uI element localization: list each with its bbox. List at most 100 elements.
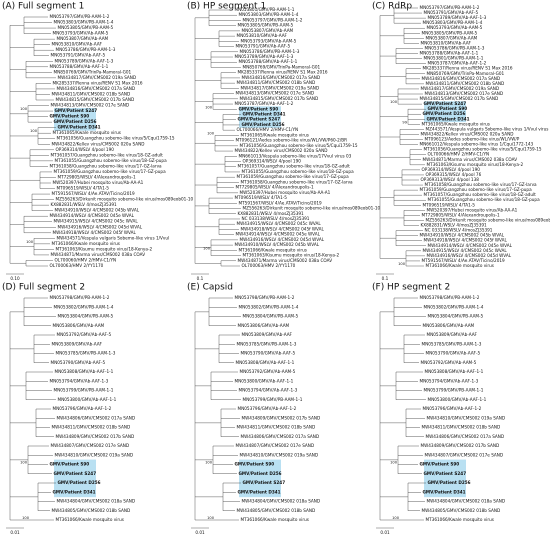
support-value: 100 (207, 131, 215, 135)
leaf-label: GMV/Patient D256 (428, 480, 471, 485)
leaf-label: MN053791/GMV/Ab-AAF-5 (424, 10, 479, 15)
leaf-label: MT361055/Guangzhou sobemo-like virus/18-… (428, 197, 541, 202)
leaf-label: MT361063/Kisumu mosquito virus/18-Kenya-… (427, 162, 524, 167)
leaf-label: MW434918/WSLV 4/CMS002 045f WVAL (53, 230, 137, 235)
leaf-label: MW434571/Vespula vulgaris Sobemo-like vi… (57, 235, 170, 240)
support-value: 100 (390, 461, 398, 465)
leaf-label: GMV/Patient D341 (238, 489, 281, 494)
leaf-label: MW434815/GMV/CMS002 017b SAND (240, 96, 319, 101)
leaf-label: MW434809/GMV/CMS002 017b SAND (242, 415, 321, 420)
panel-title: (E) Capsid (187, 283, 233, 293)
leaf-label: MW434811/GMV/CMS002 018b SAND (237, 80, 316, 85)
leaf-label: MT361057/Guangzhou sobemo-like virus/18-… (238, 164, 351, 169)
leaf-label: MN053799/GMV/PB-AAM-1-1 (54, 388, 114, 393)
leaf-label: MN850769/GMV/TrinPa-Mamoral-G01 (54, 69, 132, 74)
leaf-label: MN053789/GMV/Ab-AAF-1-3 (235, 54, 294, 59)
leaf-label: MW434813/GMV/CMS002 017e SAND (425, 91, 504, 96)
leaf-label: MW434813/GMV/CMS002 017e SAND (51, 103, 130, 108)
leaf-label: MT361055/Guangzhou sobemo-like virus/18-… (55, 158, 168, 163)
leaf-label: MN053798/GMV/PB-AAM-1-2 (50, 295, 110, 300)
leaf-label: MT361058/Guangzhou sobemo-like virus/17-… (50, 163, 163, 168)
leaf-label: MT361066/Kwale mosquito virus (241, 517, 309, 522)
leaf-label: MN053806/GMV/Ab-AAM (238, 323, 290, 328)
leaf-label: MN053789/GMV/Ab-AAF-1-3 (55, 58, 114, 63)
leaf-label: MT729805/WSLV 4/Alexandroupolis-1 (58, 174, 136, 179)
leaf-label: GMV/Patient S247 (54, 471, 97, 476)
leaf-label: OL700063/HMV 2/YY1170 (242, 263, 296, 268)
scale-label: 0.1 (197, 276, 204, 281)
leaf-label: MN053801/GMV/PB-AAM-1-1 (235, 7, 295, 12)
leaf-label: MN053785/GMV/PB-AAM-1-3 (422, 341, 482, 346)
leaf-label: MN053793/GMV/Ab-AAM-5 (53, 31, 109, 36)
panel-title: (C) RdRp (372, 2, 412, 12)
leaf-label: MN053794/GMV/Ab-AAF-1-3 (239, 388, 298, 393)
leaf-label: MN053798/GMV/PB-AAM-1-2 (420, 295, 480, 300)
leaf-label: MW434804/GMV/CMS002 018a SAND (57, 499, 136, 504)
leaf-label: MT361058/Guangzhou sobemo-like virus/17-… (425, 182, 538, 187)
leaf-label: GMV/Patient S247 (238, 117, 281, 122)
leaf-label: MN053808/GMV/Ab-AAF-1-1 (425, 369, 484, 374)
leaf-label: MN053806/GMV/Ab-AAM (53, 323, 105, 328)
leaf-label: MZ556263/Dirkunit mosquito sobemo-like v… (243, 206, 381, 211)
highlight-box (239, 459, 281, 498)
leaf-label: MW434806/GMV/CMS002 017a SAND (426, 434, 505, 439)
leaf-label: MN053790/GMV/Ab-AAF-5 (51, 360, 106, 365)
leaf-label: MW434822/Kellev virus/CMS002 020a SAND (421, 131, 514, 136)
leaf-label: MN053796/GMV/Ab-AAF-1-2 (53, 406, 112, 411)
leaf-label: OP369313/WSLV 4/pool 138 (421, 177, 480, 182)
highlight-box (424, 101, 466, 123)
leaf-label: MT591567/WSLV 4/Ae.ATAV/Ticino/2019 (52, 191, 136, 196)
leaf-label: MW434910/WSLV 4/CMS002 045b WVAL (55, 208, 140, 213)
leaf-label: MT361066/Kwale mosquito virus (239, 247, 307, 252)
leaf-label: MW434809/GMV/CMS002 017b SAND (421, 443, 500, 448)
support-value: 99 (402, 120, 407, 124)
leaf-label: MN053803/GMV/PB-AAM-1-4 (54, 20, 114, 25)
support-value: 100 (20, 107, 28, 111)
leaf-label: MT361056/Guangzhou sobemo-like virus/5/C… (424, 147, 542, 152)
scale-label: 0.01 (380, 530, 390, 535)
highlight-box (239, 106, 281, 128)
panel-title: (B) HP segment 1 (187, 2, 266, 12)
leaf-label: MW434822/Kellev virus/CMS002 020a SAND (235, 148, 328, 153)
leaf-label: GMV/Patient S247 (55, 108, 98, 113)
leaf-label: MW434918/WSLV 4/CMS002 045f WVAL (241, 226, 325, 231)
leaf-label: MN053800/GMV/Ab-AAF-1-1 (58, 397, 117, 402)
leaf-label: MN053792/GMV/Ab-AAF-5 (57, 332, 112, 337)
leaf-label: GMV/Patient D256 (423, 111, 466, 116)
leaf-label: MW434916/WSLV 4/CMS002 045d WVAL (58, 224, 143, 229)
leaf-label: MT361055/Guangzhou sobemo-like virus/18-… (242, 169, 355, 174)
leaf-label: GMV/Patient D341 (427, 116, 470, 121)
highlight-box (54, 108, 96, 131)
leaf-label: MT096121/Aedes sobemo-like virus/WL/VW/P… (236, 138, 348, 143)
support-value: 100 (398, 262, 406, 266)
leaf-label: MW434816/GMV/CMS002 017a SAND (422, 76, 501, 81)
leaf-label: MN053804/GMV/PB-AAM-5 (58, 314, 114, 319)
leaf-label: MW434805/GMV/CMS002 018b SAND (52, 508, 131, 513)
leaf-label: NC 033138/WSLV 4/mosZJ35391 (425, 228, 493, 233)
leaf-label: MW434810/GMV/CMS002 019a SAND (427, 415, 506, 420)
leaf-label: GMV/Patient D341 (58, 125, 101, 130)
leaf-label: MN053800/GMV/Ab-AAF-1-1 (428, 397, 487, 402)
leaf-label: MW434807/GMV/CMS002 017e SAND (236, 443, 315, 448)
leaf-label: MW434807/GMV/CMS002 017e SAND (425, 452, 504, 457)
leaf-label: MN053788/GMV/Ab-AAF-1-1 (420, 51, 479, 56)
leaf-label: MN053793/GMV/Ab-AAM-5 (427, 25, 483, 30)
leaf-label: GMV/Patient D341 (53, 489, 96, 494)
leaf-label: MW434809/GMV/CMS002 017b SAND (56, 434, 135, 439)
leaf-label: MN053794/GMV/Ab-AAF-1-3 (50, 378, 109, 383)
leaf-label: MN053804/GMV/PB-AAM-5 (428, 314, 484, 319)
leaf-label: MT361057/Guangzhou sobemo-like virus/18-… (424, 192, 537, 197)
leaf-label: MT361059/Guangzhou sobemo-like virus/17-… (54, 169, 167, 174)
leaf-label: MN053786/GMV/PB-AAM-1-3 (425, 45, 485, 50)
leaf-label: MT361058/Guangzhou sobemo-like virus/17-… (241, 179, 354, 184)
leaf-label: GMV/Patient D256 (242, 122, 285, 127)
leaf-label: MW520397/Hubei mosquito virus/Ab-AA-A1 (240, 190, 331, 195)
leaf-label: MT361066/Kwale mosquito virus (426, 517, 494, 522)
leaf-label: MW520397/Hubei mosquito virus/Ab-AA-A1 (53, 180, 144, 185)
leaf-label: MN053791/GMV/Ab-AAF-5 (51, 53, 106, 58)
support-value: 100 (390, 100, 398, 104)
leaf-label: MT361066/Kwale mosquito virus (52, 241, 120, 246)
leaf-label: NC 033138/WSLV 4/mosZJ35391 (242, 216, 310, 221)
leaf-label: MN053805/GMV/PB-AAM-5 (58, 25, 114, 30)
leaf-label: MN053810/GMV/Ab-AAF (237, 33, 288, 38)
